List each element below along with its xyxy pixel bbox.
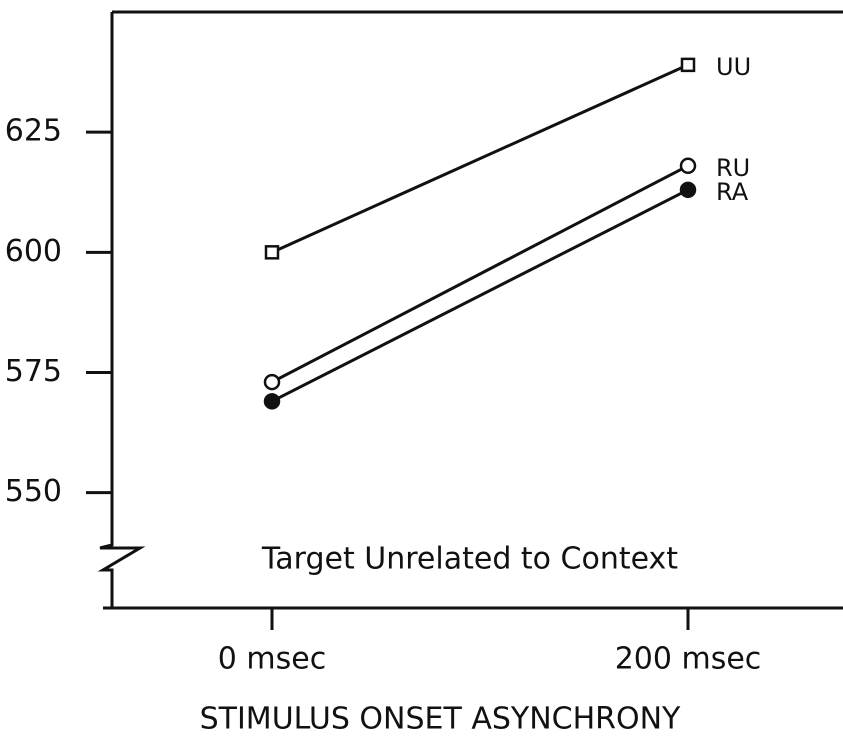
y-tick-label: 575 (5, 354, 62, 389)
series-label: RU (716, 154, 750, 182)
marker (263, 373, 281, 391)
series-line (271, 188, 689, 403)
y-tick-label: 600 (5, 234, 62, 269)
marker (264, 245, 280, 260)
x-tick-label: 0 msec (218, 642, 326, 677)
y-tick-label: 625 (5, 114, 62, 149)
y-tick-label: 550 (5, 474, 62, 509)
marker (679, 157, 697, 175)
marker (680, 57, 696, 73)
series-line (271, 164, 689, 384)
x-tick-label: 200 msec (615, 642, 762, 677)
marker (263, 393, 281, 410)
axis-frame (97, 10, 843, 610)
marker (679, 181, 697, 199)
series-line (271, 63, 689, 254)
series-label: RA (716, 178, 749, 206)
x-axis-label: STIMULUS ONSET ASYNCHRONY (200, 702, 681, 737)
series-label: UU (716, 53, 751, 81)
annotation: Target Unrelated to Context (261, 542, 678, 577)
